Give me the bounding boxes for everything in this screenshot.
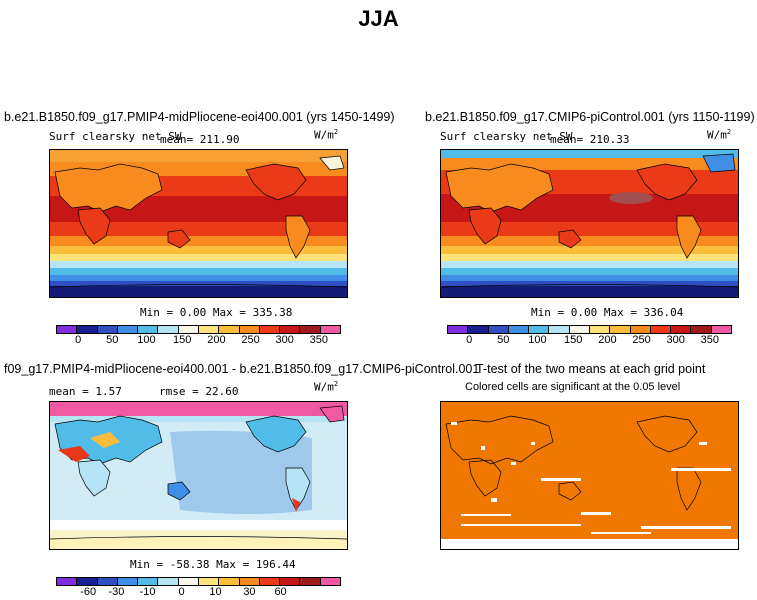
colorbar-swatch (711, 326, 731, 333)
colorbar-tick-label: 100 (137, 334, 156, 346)
colorbar-tick-label: 50 (106, 334, 119, 346)
colorbar-tick-label: 200 (598, 334, 617, 346)
colorbar-swatch (280, 578, 301, 585)
colorbar-tick-label: -10 (139, 586, 156, 598)
colorbar-swatch (320, 578, 340, 585)
colorbar-tick-label: 150 (173, 334, 192, 346)
colorbar-swatch (691, 326, 712, 333)
panel-subtitle-bottom-right: Colored cells are significant at the 0.0… (465, 381, 681, 393)
variable-label-top-right: Surf clearsky net SW (440, 130, 573, 143)
colorbar-swatch (630, 326, 651, 333)
minmax-top-right: Min = 0.00 Max = 336.04 (531, 306, 684, 319)
colorbar-swatch (448, 326, 469, 333)
colorbar-top-left (56, 325, 341, 334)
colorbar-swatch (77, 326, 98, 333)
panel-title-bottom-left: f09_g17.PMIP4-midPliocene-eoi400.001 - b… (4, 362, 480, 376)
panel-title-top-right: b.e21.B1850.f09_g17.CMIP6-piControl.001 … (425, 110, 755, 124)
colorbar-swatch (610, 326, 631, 333)
colorbar-swatch (97, 578, 118, 585)
colorbar-tick-label: 0 (75, 334, 82, 346)
colorbar-swatch (117, 578, 139, 585)
colorbar-swatch (300, 578, 321, 585)
units-label-top-right: W/m2 (707, 128, 732, 142)
colorbar-swatch (488, 326, 509, 333)
colorbar-swatch (508, 326, 530, 333)
panel-title-top-left: b.e21.B1850.f09_g17.PMIP4-midPliocene-eo… (4, 110, 395, 124)
colorbar-swatch (239, 326, 260, 333)
colorbar-swatch (468, 326, 489, 333)
colorbar-ticks-bottom-left: -60 -30 -10 0 10 30 60 (0, 586, 757, 600)
colorbar-swatch (178, 578, 199, 585)
units-label-bottom-left: W/m2 (314, 380, 339, 394)
map-bottom-right (440, 401, 739, 550)
colorbar-swatch (549, 326, 570, 333)
mean-label-top-left: mean= 211.90 (160, 133, 240, 146)
map-bottom-right-svg (441, 402, 738, 549)
panel-title-bottom-right: T-test of the two means at each grid poi… (476, 362, 706, 376)
colorbar-tick-label: 60 (274, 586, 287, 598)
colorbar-swatch (138, 578, 159, 585)
colorbar-swatch (117, 326, 139, 333)
colorbar-top-right (447, 325, 732, 334)
colorbar-tick-label: 0 (178, 586, 185, 598)
colorbar-swatch (259, 326, 281, 333)
colorbar-swatch (320, 326, 340, 333)
colorbar-swatch (280, 326, 301, 333)
colorbar-swatch (97, 326, 118, 333)
colorbar-tick-label: 250 (241, 334, 260, 346)
variable-label-top-left: Surf clearsky net SW (49, 130, 182, 143)
colorbar-tick-label: 350 (309, 334, 329, 346)
rmse-label-bottom-left: rmse = 22.60 (159, 385, 239, 398)
colorbar-swatch (259, 578, 281, 585)
map-top-right (440, 149, 739, 298)
colorbar-tick-label: 10 (209, 586, 222, 598)
colorbar-tick-label: -30 (108, 586, 125, 598)
colorbar-swatch (219, 578, 240, 585)
colorbar-swatch (178, 326, 199, 333)
colorbar-bottom-left (56, 577, 341, 586)
mean-label-bottom-left: mean = 1.57 (49, 385, 122, 398)
colorbar-swatch (239, 578, 260, 585)
map-bottom-left (49, 401, 348, 550)
colorbar-swatch (158, 326, 179, 333)
colorbar-tick-label: 300 (275, 334, 294, 346)
colorbar-swatch (57, 578, 78, 585)
colorbar-tick-label: 0 (466, 334, 473, 346)
colorbar-swatch (198, 578, 220, 585)
colorbar-ticks-top-left: 0 50 100 150 200 250 300 350 (0, 334, 757, 348)
colorbar-tick-label: -60 (80, 586, 97, 598)
colorbar-swatch (589, 326, 611, 333)
colorbar-tick-label: 150 (564, 334, 583, 346)
map-top-right-svg (441, 150, 738, 297)
colorbar-tick-label: 350 (700, 334, 720, 346)
colorbar-swatch (529, 326, 550, 333)
mean-label-top-right: mean= 210.33 (550, 133, 630, 146)
colorbar-swatch (138, 326, 159, 333)
colorbar-tick-label: 100 (528, 334, 547, 346)
colorbar-swatch (158, 578, 179, 585)
map-top-left-svg (50, 150, 347, 297)
colorbar-tick-label: 300 (666, 334, 685, 346)
colorbar-swatch (77, 578, 98, 585)
colorbar-swatch (569, 326, 590, 333)
colorbar-ticks-top-right: 0 50 100 150 200 250 300 350 (0, 334, 757, 348)
minmax-top-left: Min = 0.00 Max = 335.38 (140, 306, 293, 319)
minmax-bottom-left: Min = -58.38 Max = 196.44 (130, 558, 296, 571)
colorbar-swatch (57, 326, 78, 333)
colorbar-swatch (671, 326, 692, 333)
colorbar-swatch (300, 326, 321, 333)
units-label-top-left: W/m2 (314, 128, 339, 142)
colorbar-tick-label: 50 (497, 334, 510, 346)
map-bottom-left-svg (50, 402, 347, 549)
colorbar-swatch (650, 326, 672, 333)
colorbar-tick-label: 250 (632, 334, 651, 346)
colorbar-swatch (198, 326, 220, 333)
colorbar-tick-label: 30 (243, 586, 256, 598)
colorbar-tick-label: 200 (207, 334, 226, 346)
map-top-left (49, 149, 348, 298)
colorbar-swatch (219, 326, 240, 333)
figure-title: JJA (358, 6, 399, 31)
